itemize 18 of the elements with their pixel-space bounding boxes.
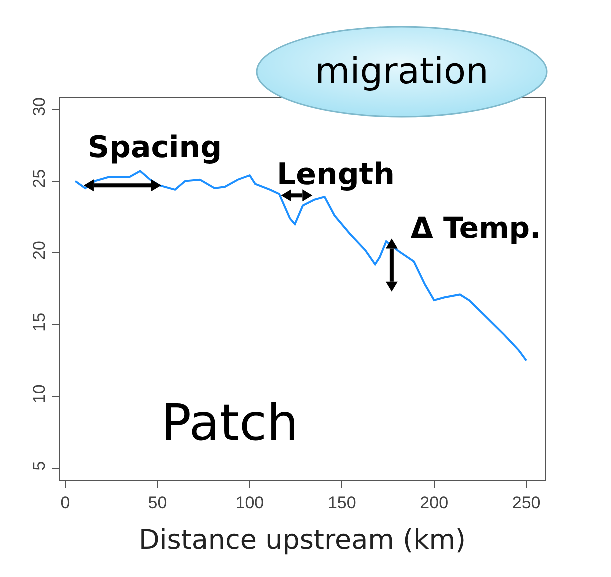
x-tick-label: 250: [512, 493, 541, 512]
annotation: Patch: [161, 394, 299, 452]
x-tick-label: 0: [60, 493, 70, 512]
y-tick-label: 10: [30, 384, 50, 404]
x-axis-title: Distance upstream (km): [138, 524, 466, 556]
annotation: Length: [277, 158, 395, 192]
x-tick-label: 100: [236, 493, 264, 512]
x-tick-label: 200: [420, 493, 449, 512]
y-tick-label: 5: [30, 461, 50, 471]
text: migration: [315, 52, 489, 92]
y-tick-label: 20: [30, 241, 50, 260]
annotation: Spacing: [88, 130, 222, 166]
x-tick-label: 50: [148, 493, 168, 512]
y-tick-label: 15: [30, 312, 50, 332]
y-tick-label: 30: [30, 97, 50, 116]
x-tick-label: 150: [328, 493, 356, 512]
annotation: Δ Temp.: [410, 211, 542, 245]
y-tick-label: 25: [30, 169, 50, 188]
